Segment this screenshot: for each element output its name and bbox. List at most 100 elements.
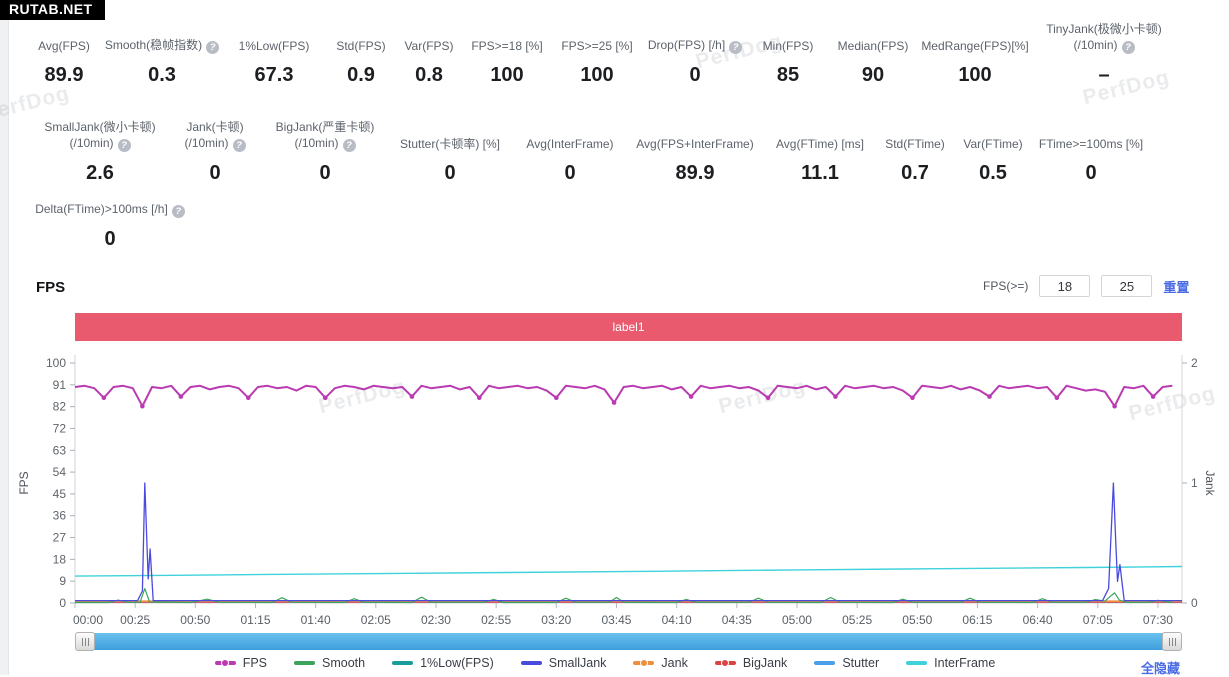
fps-dip-marker <box>611 400 617 405</box>
stat-label-text: Avg(InterFrame) <box>526 137 614 151</box>
legend-item-label: Jank <box>661 656 688 670</box>
fps-dip-marker <box>178 394 184 399</box>
chart-legend: FPS Smooth 1%Low(FPS) SmallJank Jank BigJank S… <box>75 656 1135 670</box>
right-axis-tick-label: 0 <box>1191 596 1198 610</box>
stat-label: Avg(InterFrame) <box>526 120 613 152</box>
stat-value: 0.5 <box>979 162 1007 184</box>
stat-value: 0 <box>564 162 576 184</box>
stat-label-text: Min(FPS) <box>762 39 814 53</box>
scrollbar-track[interactable] <box>93 633 1164 650</box>
left-axis-tick-label: 18 <box>53 552 67 566</box>
stat-label-text: Stutter(卡顿率) [%] <box>399 137 500 151</box>
stats-row-2: SmallJank(微小卡顿) (/10min)? 2.6 Jank(卡顿) (/10m… <box>35 120 1151 185</box>
fps-dip-marker <box>1054 395 1060 401</box>
stat-label-text: Std(FTime) <box>885 137 945 151</box>
drag-handle-icon <box>87 637 89 646</box>
x-axis-tick-label: 04:10 <box>662 613 692 627</box>
stat-value: 89.9 <box>675 162 715 184</box>
legend-marker-dot-icon <box>721 659 730 667</box>
help-icon[interactable]: ? <box>342 139 356 152</box>
stat-label-text: Smooth(稳帧指数)? <box>105 37 220 54</box>
left-axis-tick-label: 27 <box>53 531 67 545</box>
help-icon[interactable]: ? <box>1121 41 1135 54</box>
stat-value: 0 <box>689 64 701 86</box>
legend-item-smalljank[interactable]: SmallJank <box>520 656 606 670</box>
stat-label: TinyJank(极微小卡顿) (/10min)? <box>1046 22 1162 54</box>
stat-cell: FPS>=25 [%] 100 <box>551 22 643 87</box>
help-icon[interactable]: ? <box>206 41 220 54</box>
chart-plot-area[interactable] <box>75 363 1182 603</box>
stat-label: Delta(FTime)>100ms [/h]? <box>35 200 185 218</box>
fps-dip-marker <box>833 394 838 399</box>
stat-cell: Std(FTime) 0.7 <box>875 120 955 185</box>
legend-item-1-low-fps-[interactable]: 1%Low(FPS) <box>392 656 494 670</box>
stat-label-text: Std(FPS) <box>336 39 386 53</box>
fps-dip-marker <box>409 394 415 399</box>
legend-item-label: 1%Low(FPS) <box>420 656 494 670</box>
chart-label1-banner[interactable]: label1 <box>75 313 1182 341</box>
reset-link[interactable]: 重置 <box>1163 279 1190 295</box>
legend-item-fps[interactable]: FPS <box>214 656 267 670</box>
stat-label-text: Var(FPS) <box>404 39 454 53</box>
legend-item-interframe[interactable]: InterFrame <box>906 656 995 670</box>
series-line-smooth <box>75 588 1173 604</box>
scrollbar-left-handle[interactable] <box>75 632 95 651</box>
fps-threshold-filter: FPS(>=) 重置 <box>983 275 1189 297</box>
legend-marker-dot-icon <box>639 659 648 667</box>
help-icon[interactable]: ? <box>232 139 246 152</box>
stat-label-text: Avg(FTime) [ms] <box>775 137 864 151</box>
hide-all-link[interactable]: 全隐藏 <box>1140 661 1180 676</box>
stat-cell: TinyJank(极微小卡顿) (/10min)? – <box>1033 22 1175 87</box>
help-icon[interactable]: ? <box>117 139 131 152</box>
fps-section-title: FPS <box>36 279 66 296</box>
rutab-logo-badge: RUTAB.NET <box>0 0 106 20</box>
x-axis-tick-label: 02:55 <box>481 613 511 627</box>
stat-label: Min(FPS) <box>763 22 814 54</box>
stat-label: Std(FPS) <box>336 22 385 54</box>
stat-label: Var(FTime) <box>963 120 1022 152</box>
x-axis-tick-label: 04:35 <box>722 613 752 627</box>
stat-label: 1%Low(FPS) <box>239 22 310 54</box>
stat-value: 100 <box>580 64 614 86</box>
legend-item-label: BigJank <box>742 656 788 670</box>
stat-value: 0 <box>1085 162 1097 184</box>
stat-cell: Avg(FPS) 89.9 <box>25 22 103 87</box>
x-axis-tick-label: 02:05 <box>361 613 391 627</box>
fps-threshold-label: FPS(>=) <box>983 279 1029 293</box>
fps-chart[interactable]: 0 9 18 27 36 45 54 63 72 82 91 100 0 1 2 00:00 00:25 00:5… <box>0 350 1229 630</box>
stat-value: 85 <box>776 64 800 86</box>
stat-label: Std(FTime) <box>885 120 945 152</box>
stat-value: 0.8 <box>415 64 443 86</box>
x-axis-tick-label: 05:25 <box>842 613 872 627</box>
fps-threshold-input-1[interactable] <box>1039 275 1091 297</box>
legend-item-jank[interactable]: Jank <box>633 656 688 670</box>
legend-marker-icon <box>714 659 736 667</box>
help-icon[interactable]: ? <box>171 205 185 218</box>
legend-item-label: Stutter <box>842 656 880 670</box>
legend-marker-dot-icon <box>221 659 230 667</box>
stat-cell: Smooth(稳帧指数)? 0.3 <box>103 22 221 87</box>
stat-label: Avg(FTime) [ms] <box>776 120 864 152</box>
stat-value: 0 <box>444 162 456 184</box>
stat-cell: FPS>=18 [%] 100 <box>463 22 551 87</box>
legend-item-smooth[interactable]: Smooth <box>294 656 365 670</box>
fps-dip-marker <box>140 403 145 409</box>
left-axis-tick-label: 100 <box>46 356 66 370</box>
scrollbar-right-handle[interactable] <box>1162 632 1182 651</box>
legend-item-bigjank[interactable]: BigJank <box>714 656 788 670</box>
left-axis-tick-label: 82 <box>53 400 67 414</box>
stat-value: 0 <box>319 162 331 184</box>
help-icon[interactable]: ? <box>729 41 743 54</box>
fps-dip-marker <box>245 395 251 401</box>
stat-value: 100 <box>490 64 524 86</box>
stat-label: Avg(FPS+InterFrame) <box>636 120 753 152</box>
drag-handle-icon <box>84 637 86 646</box>
stat-value: – <box>1098 64 1110 86</box>
left-axis-tick-label: 72 <box>53 421 67 435</box>
stat-label-text: Median(FPS) <box>837 39 909 53</box>
stat-value: 67.3 <box>254 64 294 86</box>
legend-item-stutter[interactable]: Stutter <box>814 656 879 670</box>
stat-label: SmallJank(微小卡顿) (/10min)? <box>44 120 156 152</box>
fps-threshold-input-2[interactable] <box>1101 275 1153 297</box>
stat-label: FPS>=18 [%] <box>471 22 542 54</box>
